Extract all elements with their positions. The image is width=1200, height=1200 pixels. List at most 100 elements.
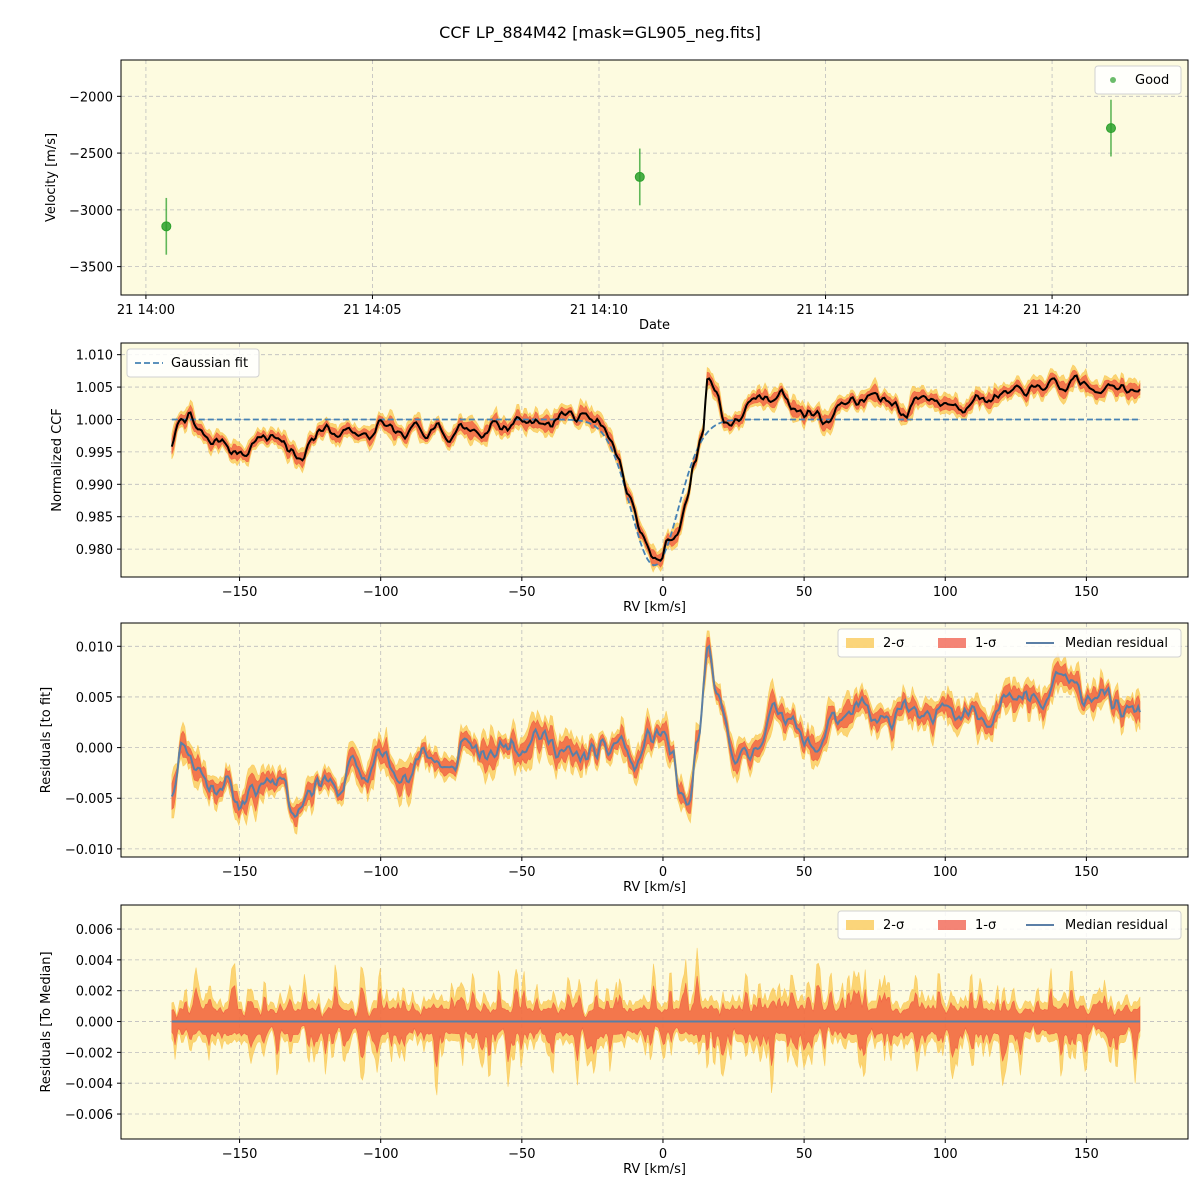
x-tick-label: −50: [508, 865, 535, 880]
x-tick-label: 21 14:10: [570, 303, 628, 318]
y-tick-label: 0.980: [76, 543, 113, 558]
y-tick-label: 1.000: [76, 413, 113, 428]
axes-frame: [120, 904, 1189, 1140]
data-layer: [170, 630, 1141, 835]
y-tick-label: 0.002: [76, 985, 113, 1000]
legend: 2-σ 1-σ Median residual: [837, 628, 1182, 658]
x-tick-label: 150: [1074, 585, 1099, 600]
legend-swatch-2sigma: [846, 638, 874, 648]
x-tick-label: 100: [933, 865, 958, 880]
x-tick-label: −50: [508, 585, 535, 600]
x-tick-label: −150: [222, 585, 258, 600]
ccf-line: [170, 374, 1141, 562]
x-tick-label: 21 14:15: [796, 303, 854, 318]
y-tick-label: −3500: [69, 261, 113, 276]
x-tick-label: 0: [659, 585, 667, 600]
legend-label: 1-σ: [975, 918, 996, 933]
x-axis-label: RV [km/s]: [623, 600, 686, 615]
y-tick-label: −0.005: [65, 792, 113, 807]
y-tick-label: −0.004: [65, 1077, 113, 1092]
velocity-panel: −3500 −3000 −2500 −2000 21 14:00 21 14:05 21 1…: [44, 59, 1189, 333]
legend-label: 1-σ: [975, 636, 996, 651]
x-tick-label: −150: [222, 1147, 258, 1162]
legend-label: Good: [1135, 73, 1169, 88]
legend-label: Median residual: [1065, 918, 1168, 933]
y-tick-label: −0.002: [65, 1046, 113, 1061]
legend-swatch-1sigma: [938, 638, 966, 648]
plot-area: [121, 343, 1188, 577]
legend: Good: [1094, 65, 1182, 95]
x-tick-label: 150: [1074, 865, 1099, 880]
y-tick-label: 0.990: [76, 478, 113, 493]
y-tick-label: 0.006: [76, 923, 113, 938]
residuals-fit-panel: −0.010 −0.005 0.000 0.005 0.010 −150 −100 −50 0 5…: [39, 622, 1189, 895]
y-tick-label: −2500: [69, 147, 113, 162]
y-tick-label: 0.000: [76, 1016, 113, 1031]
legend-frame: [837, 910, 1182, 940]
y-axis-label: Residuals [to fit]: [39, 687, 54, 793]
legend: Gaussian fit: [126, 348, 260, 378]
grid: [121, 60, 1188, 295]
data-point: [634, 171, 645, 182]
y-tick-label: 0.005: [76, 691, 113, 706]
legend-label: Median residual: [1065, 636, 1168, 651]
data-point: [161, 221, 172, 232]
y-axis-label: Velocity [m/s]: [44, 133, 59, 222]
data-layer: [171, 947, 1141, 1096]
data-layer: [161, 99, 1116, 255]
data-layer: [170, 364, 1141, 573]
y-tick-label: −0.006: [65, 1108, 113, 1123]
legend-swatch-2sigma: [846, 920, 874, 930]
plot-area: [121, 60, 1188, 295]
y-axis-label: Residuals [To Median]: [39, 951, 54, 1092]
residuals-median-panel: −0.006 −0.004 −0.002 0.000 0.002 0.004 0.006 −1…: [39, 904, 1189, 1177]
y-axis-label: Normalized CCF: [50, 408, 65, 512]
x-tick-label: 21 14:00: [117, 303, 175, 318]
x-tick-label: 21 14:05: [343, 303, 401, 318]
band-1sigma: [171, 369, 1141, 568]
y-tick-label: 0.995: [76, 446, 113, 461]
axes-frame: [120, 59, 1189, 296]
legend-label: 2-σ: [883, 918, 904, 933]
band-2sigma: [171, 364, 1141, 573]
x-tick-label: 0: [659, 865, 667, 880]
x-tick-label: 50: [796, 865, 813, 880]
x-tick-label: −100: [363, 585, 399, 600]
x-tick-label: 50: [796, 585, 813, 600]
legend-frame: [126, 348, 260, 378]
x-tick-label: 150: [1074, 1147, 1099, 1162]
x-axis-label: RV [km/s]: [623, 1162, 686, 1177]
x-tick-label: −50: [508, 1147, 535, 1162]
y-tick-label: 1.010: [76, 349, 113, 364]
x-tick-label: −100: [363, 1147, 399, 1162]
median-residual-line: [170, 644, 1141, 819]
x-tick-label: 0: [659, 1147, 667, 1162]
y-tick-label: 0.000: [76, 742, 113, 757]
y-tick-label: 0.985: [76, 511, 113, 526]
x-tick-label: −100: [363, 865, 399, 880]
x-tick-label: 50: [796, 1147, 813, 1162]
x-axis-label: RV [km/s]: [623, 880, 686, 895]
x-tick-label: 21 14:20: [1023, 303, 1081, 318]
y-tick-label: −3000: [69, 204, 113, 219]
y-tick-label: 0.010: [76, 640, 113, 655]
x-tick-label: −150: [222, 865, 258, 880]
y-tick-label: −2000: [69, 90, 113, 105]
legend-frame: [837, 628, 1182, 658]
y-tick-label: 0.004: [76, 954, 113, 969]
axes-frame: [120, 342, 1189, 578]
data-point: [1105, 123, 1116, 134]
legend-swatch-1sigma: [938, 920, 966, 930]
x-axis-label: Date: [639, 318, 670, 333]
y-tick-label: 1.005: [76, 381, 113, 396]
x-tick-label: 100: [933, 1147, 958, 1162]
gaussian-fit-line: [171, 418, 1141, 567]
x-tick-label: 100: [933, 585, 958, 600]
figure-title: CCF LP_884M42 [mask=GL905_neg.fits]: [439, 23, 761, 43]
legend-marker: [1110, 77, 1116, 83]
legend-label: 2-σ: [883, 636, 904, 651]
legend-label: Gaussian fit: [171, 356, 248, 371]
ccf-panel: 0.980 0.985 0.990 0.995 1.000 1.005 1.010 −150 −…: [50, 342, 1189, 615]
y-tick-label: −0.010: [65, 843, 113, 858]
